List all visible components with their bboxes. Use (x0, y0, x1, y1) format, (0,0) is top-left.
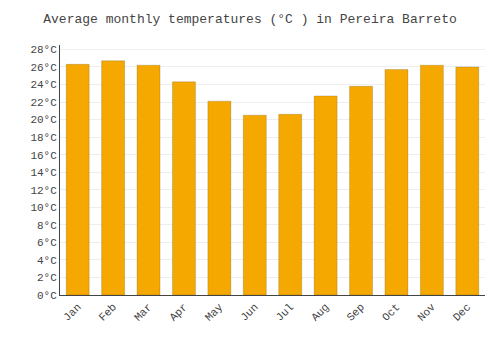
svg-text:10°C: 10°C (30, 202, 57, 214)
svg-text:20°C: 20°C (30, 114, 57, 126)
svg-text:Nov: Nov (415, 301, 438, 324)
svg-text:2°C: 2°C (37, 272, 57, 284)
svg-text:12°C: 12°C (30, 185, 57, 197)
svg-text:28°C: 28°C (30, 44, 57, 56)
svg-text:Average monthly temperatures (: Average monthly temperatures (°C ) in Pe… (43, 12, 456, 27)
svg-text:Apr: Apr (167, 301, 189, 323)
svg-text:18°C: 18°C (30, 132, 57, 144)
svg-text:6°C: 6°C (37, 237, 57, 249)
svg-text:Feb: Feb (97, 301, 119, 323)
svg-text:24°C: 24°C (30, 79, 57, 91)
svg-text:0°C: 0°C (37, 290, 57, 302)
svg-text:26°C: 26°C (30, 62, 57, 74)
svg-text:Sep: Sep (345, 301, 367, 323)
svg-text:14°C: 14°C (30, 167, 57, 179)
svg-text:Jul: Jul (274, 301, 296, 323)
svg-text:Jan: Jan (61, 301, 83, 323)
svg-text:Dec: Dec (451, 301, 473, 323)
svg-text:May: May (203, 301, 226, 324)
svg-text:22°C: 22°C (30, 97, 57, 109)
svg-text:Aug: Aug (309, 301, 331, 323)
svg-text:4°C: 4°C (37, 255, 57, 267)
svg-text:Mar: Mar (132, 301, 154, 323)
svg-text:Oct: Oct (380, 301, 402, 323)
svg-text:Jun: Jun (238, 301, 260, 323)
svg-text:8°C: 8°C (37, 220, 57, 232)
svg-text:16°C: 16°C (30, 150, 57, 162)
